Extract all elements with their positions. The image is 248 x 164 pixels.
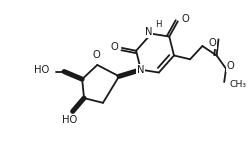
Text: N: N (137, 65, 145, 75)
Text: O: O (227, 61, 235, 71)
Text: O: O (93, 51, 100, 61)
Text: O: O (209, 38, 217, 48)
Text: H: H (155, 20, 161, 29)
Text: HO: HO (62, 115, 77, 125)
Text: N: N (145, 27, 152, 37)
Text: HO: HO (34, 65, 49, 75)
Text: O: O (110, 42, 118, 52)
Text: O: O (182, 14, 189, 24)
Text: CH₃: CH₃ (230, 80, 247, 89)
